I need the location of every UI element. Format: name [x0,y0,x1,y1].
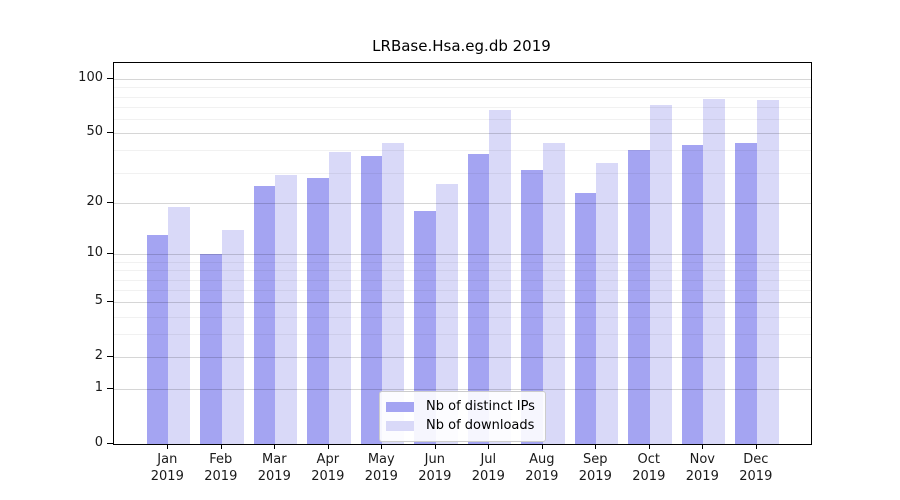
bar-downloads-nov [703,98,726,444]
bar-downloads-oct [649,104,672,444]
x-tick-label-dec: Dec 2019 [739,452,773,484]
legend: Nb of distinct IPs Nb of downloads [379,391,546,442]
legend-label-downloads: Nb of downloads [426,418,535,433]
x-tick-mark-mar [274,444,276,449]
gridline-3 [114,334,811,336]
y-tick-mark-2 [107,356,113,358]
y-tick-mark-0 [107,443,113,444]
gridline-100 [114,79,811,81]
x-tick-mark-jul [488,444,490,449]
x-tick-label-jun: Jun 2019 [418,452,452,484]
y-tick-label-50: 50 [86,124,103,140]
gridline-9 [114,262,811,263]
y-tick-label-20: 20 [86,194,103,210]
gridline-70 [114,107,811,109]
x-tick-label-may: May 2019 [364,452,398,484]
y-tick-label-1: 1 [94,380,103,396]
bar-ips-nov [681,144,704,444]
y-tick-mark-20 [107,202,113,204]
bar-ips-dec [735,143,757,444]
bar-ips-apr [307,177,329,444]
y-tick-label-10: 10 [86,245,103,261]
bar-ips-jan [146,235,169,444]
chart-title: LRBase.Hsa.eg.db 2019 [372,37,551,55]
bar-ips-oct [628,150,650,444]
gridline-20 [114,203,811,205]
bar-downloads-dec [756,99,779,444]
y-tick-label-0: 0 [94,435,103,450]
gridline-2 [114,357,811,359]
x-tick-mark-aug [541,444,543,449]
bar-downloads-jul [489,110,512,444]
gridline-80 [114,96,811,98]
gridline-7 [114,279,811,281]
x-tick-label-nov: Nov 2019 [685,452,719,484]
y-tick-label-5: 5 [94,293,103,309]
gridline-90 [114,87,811,89]
x-tick-mark-dec [755,444,757,449]
bar-downloads-feb [221,229,244,444]
x-tick-label-apr: Apr 2019 [311,452,345,484]
bar-ips-sep [574,192,597,444]
x-tick-mark-may [381,444,383,449]
x-tick-label-oct: Oct 2019 [632,452,666,484]
x-tick-label-feb: Feb 2019 [204,452,238,484]
bar-downloads-may [382,143,405,444]
x-tick-mark-jun [434,444,436,449]
gridline-50 [114,133,811,135]
gridline-1 [114,389,811,391]
x-tick-label-jul: Jul 2019 [471,452,505,484]
y-tick-label-100: 100 [78,70,103,86]
x-tick-mark-oct [648,444,650,449]
bar-downloads-jun [435,183,458,444]
x-tick-label-mar: Mar 2019 [257,452,291,484]
gridline-5 [114,302,811,304]
bar-ips-feb [200,254,222,444]
bar-downloads-aug [542,143,565,444]
legend-swatch-downloads [386,420,414,431]
y-tick-mark-100 [107,78,113,80]
bar-downloads-jan [168,207,191,444]
bar-ips-jul [467,154,490,444]
gridline-4 [114,316,811,318]
legend-swatch-distinct-ips [386,401,414,412]
bars-layer [114,63,811,444]
gridline-10 [114,254,811,256]
y-tick-label-2: 2 [94,348,103,364]
gridline-60 [114,119,811,121]
bar-ips-jun [414,211,436,444]
grid-layer [114,63,811,444]
gridline-40 [114,150,811,152]
x-tick-label-sep: Sep 2019 [578,452,612,484]
bar-downloads-sep [596,162,619,444]
x-tick-mark-sep [595,444,597,449]
x-tick-mark-feb [220,444,222,449]
x-tick-label-jan: Jan 2019 [150,452,184,484]
gridline-8 [114,270,811,272]
x-tick-mark-jan [167,444,169,449]
bar-ips-mar [253,186,276,444]
legend-label-distinct-ips: Nb of distinct IPs [426,399,535,414]
legend-entry-distinct-ips: Nb of distinct IPs [386,397,535,416]
y-tick-mark-5 [107,301,113,303]
plot-area [113,62,812,445]
gridline-6 [114,290,811,292]
y-tick-mark-10 [107,253,113,255]
gridline-30 [114,172,811,174]
legend-entry-downloads: Nb of downloads [386,416,535,435]
x-tick-label-aug: Aug 2019 [525,452,559,484]
y-tick-mark-50 [107,132,113,134]
x-tick-mark-nov [702,444,704,449]
bar-ips-may [360,156,383,444]
bar-downloads-mar [275,175,298,444]
y-tick-mark-1 [107,388,113,390]
x-tick-mark-apr [327,444,329,449]
bar-ips-aug [521,170,543,444]
bar-downloads-apr [328,152,351,444]
